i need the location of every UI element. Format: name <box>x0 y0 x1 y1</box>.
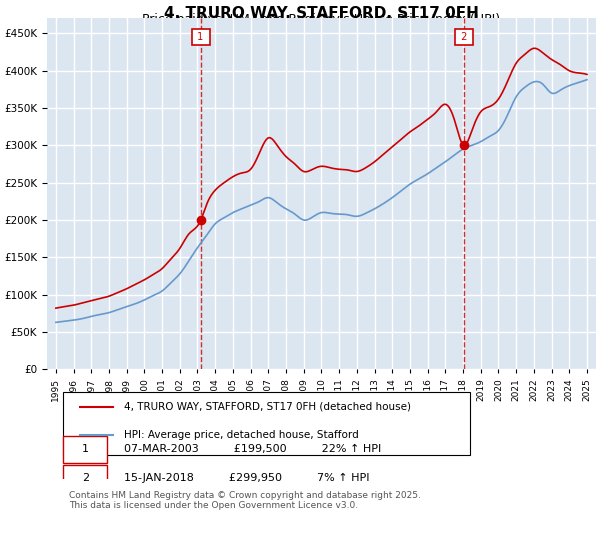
FancyBboxPatch shape <box>64 436 107 463</box>
Text: 07-MAR-2003          £199,500          22% ↑ HPI: 07-MAR-2003 £199,500 22% ↑ HPI <box>124 445 381 455</box>
Text: Price paid vs. HM Land Registry's House Price Index (HPI): Price paid vs. HM Land Registry's House … <box>142 13 500 26</box>
Text: 2: 2 <box>82 473 89 483</box>
Text: 15-JAN-2018          £299,950          7% ↑ HPI: 15-JAN-2018 £299,950 7% ↑ HPI <box>124 473 370 483</box>
FancyBboxPatch shape <box>64 393 470 455</box>
Text: 1: 1 <box>194 32 207 42</box>
Text: 4, TRURO WAY, STAFFORD, ST17 0FH (detached house): 4, TRURO WAY, STAFFORD, ST17 0FH (detach… <box>124 402 411 412</box>
FancyBboxPatch shape <box>64 465 107 491</box>
Text: 4, TRURO WAY, STAFFORD, ST17 0FH: 4, TRURO WAY, STAFFORD, ST17 0FH <box>164 6 479 21</box>
Text: 2: 2 <box>458 32 470 42</box>
Text: 1: 1 <box>82 445 89 455</box>
Text: Contains HM Land Registry data © Crown copyright and database right 2025.
This d: Contains HM Land Registry data © Crown c… <box>69 491 421 510</box>
Text: HPI: Average price, detached house, Stafford: HPI: Average price, detached house, Staf… <box>124 430 359 440</box>
